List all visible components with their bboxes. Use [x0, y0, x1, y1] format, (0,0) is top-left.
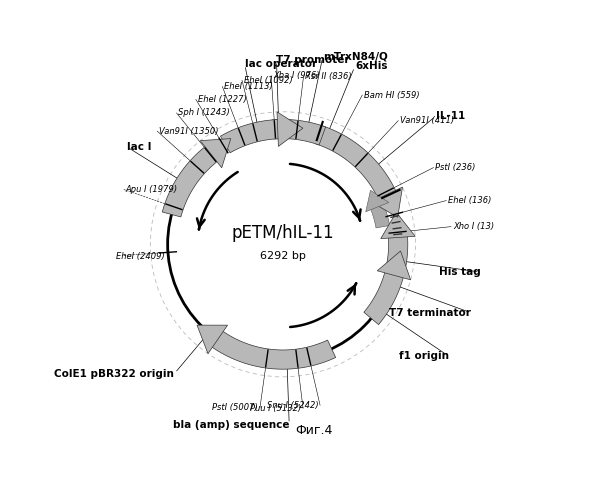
Polygon shape: [381, 212, 415, 239]
Text: EheI (1227): EheI (1227): [198, 95, 247, 104]
Text: EheI (1092): EheI (1092): [244, 76, 293, 85]
Text: Van91I (411): Van91I (411): [400, 116, 454, 125]
Text: PstI (236): PstI (236): [436, 163, 476, 172]
Text: T7 promoter: T7 promoter: [277, 55, 350, 65]
Text: 6292 bp: 6292 bp: [260, 251, 306, 261]
Polygon shape: [220, 120, 279, 153]
Text: Snu I (5242): Snu I (5242): [267, 401, 318, 410]
Text: Xba I (976): Xba I (976): [273, 71, 319, 80]
Polygon shape: [377, 251, 411, 280]
Polygon shape: [371, 187, 403, 217]
Text: IL-11: IL-11: [436, 111, 465, 121]
Polygon shape: [162, 146, 218, 217]
Polygon shape: [197, 325, 228, 354]
Text: EheI (1113): EheI (1113): [224, 82, 273, 91]
Text: 6xHis: 6xHis: [355, 61, 387, 71]
Text: PstI (5007): PstI (5007): [212, 403, 258, 412]
Text: lac I: lac I: [127, 142, 151, 152]
Text: Rsr II (836): Rsr II (836): [305, 72, 352, 81]
Text: Sph I (1243): Sph I (1243): [179, 108, 230, 117]
Text: pETM/hIL-11: pETM/hIL-11: [231, 224, 334, 242]
Text: bla (amp) sequence: bla (amp) sequence: [173, 420, 289, 430]
Text: EheI (136): EheI (136): [448, 196, 491, 205]
Text: Puu I (5132): Puu I (5132): [250, 404, 301, 413]
Text: ColE1 pBR322 origin: ColE1 pBR322 origin: [54, 369, 174, 379]
Polygon shape: [364, 271, 403, 324]
Text: EheI (2409): EheI (2409): [116, 251, 165, 260]
Text: Van91I (1350): Van91I (1350): [159, 127, 218, 136]
Polygon shape: [283, 119, 326, 145]
Polygon shape: [277, 112, 303, 146]
Text: His tag: His tag: [439, 267, 481, 277]
Text: Фиг.4: Фиг.4: [295, 424, 332, 437]
Polygon shape: [370, 204, 390, 228]
Text: Xho I (13): Xho I (13): [453, 222, 494, 231]
Text: Bam HI (559): Bam HI (559): [364, 90, 420, 99]
Text: T7 terminator: T7 terminator: [389, 308, 471, 318]
Text: f1 origin: f1 origin: [398, 351, 449, 361]
Polygon shape: [211, 331, 336, 369]
Polygon shape: [366, 190, 389, 212]
Polygon shape: [272, 119, 283, 139]
Polygon shape: [316, 126, 396, 200]
Polygon shape: [387, 236, 408, 266]
Polygon shape: [200, 139, 231, 168]
Text: mTrxN84/Q: mTrxN84/Q: [323, 51, 387, 61]
Text: lac operator: lac operator: [245, 59, 316, 69]
Text: Apu I (1979): Apu I (1979): [125, 185, 177, 194]
